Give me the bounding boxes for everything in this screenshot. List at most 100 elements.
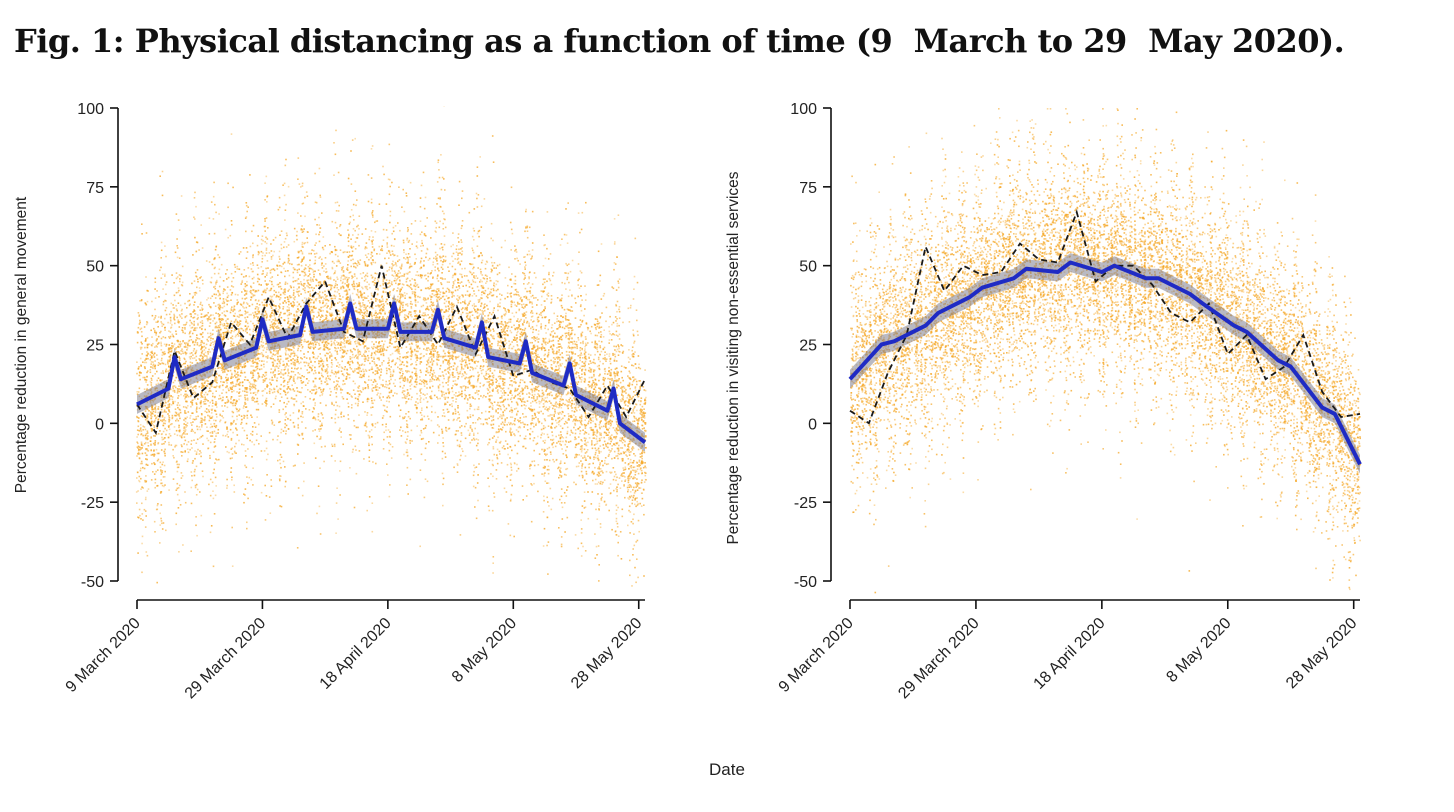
scatter-point — [161, 322, 163, 325]
scatter-point — [238, 367, 240, 370]
scatter-point — [338, 377, 340, 379]
scatter-point — [276, 385, 278, 388]
scatter-point — [245, 391, 248, 393]
scatter-point — [347, 240, 350, 243]
scatter-point — [191, 362, 194, 364]
scatter-point — [146, 448, 149, 450]
scatter-point — [227, 430, 229, 433]
scatter-point — [168, 394, 171, 396]
scatter-point — [303, 353, 305, 355]
scatter-point — [335, 392, 337, 394]
scatter-point — [275, 305, 277, 307]
scatter-point — [342, 380, 345, 382]
scatter-point — [255, 324, 257, 326]
scatter-point — [287, 428, 290, 430]
scatter-point — [301, 494, 304, 497]
scatter-point — [196, 438, 199, 441]
scatter-point — [285, 430, 287, 432]
scatter-point — [244, 285, 247, 288]
scatter-point — [322, 375, 324, 378]
scatter-point — [201, 346, 203, 348]
scatter-point — [175, 429, 178, 432]
scatter-point — [221, 306, 224, 309]
scatter-point — [193, 216, 195, 219]
scatter-point — [187, 340, 190, 343]
scatter-point — [309, 277, 312, 279]
scatter-point — [246, 327, 248, 329]
scatter-point — [168, 441, 170, 444]
scatter-point — [286, 310, 289, 313]
scatter-point — [154, 331, 156, 334]
scatter-point — [144, 359, 146, 362]
scatter-point — [261, 376, 264, 378]
scatter-point — [339, 338, 342, 340]
scatter-point — [156, 485, 158, 487]
scatter-point — [261, 301, 263, 304]
scatter-point — [334, 245, 336, 248]
scatter-point — [274, 374, 277, 376]
scatter-point — [298, 409, 300, 412]
scatter-point — [347, 284, 350, 287]
scatter-point — [270, 258, 273, 260]
scatter-point — [273, 374, 275, 376]
scatter-point — [195, 355, 198, 358]
scatter-point — [263, 366, 265, 368]
scatter-point — [341, 355, 343, 357]
scatter-point — [192, 317, 194, 319]
scatter-point — [178, 346, 181, 349]
scatter-point — [214, 368, 216, 370]
scatter-point — [309, 290, 311, 293]
scatter-point — [293, 227, 296, 230]
scatter-point — [146, 371, 148, 374]
scatter-point — [301, 375, 303, 377]
scatter-point — [268, 319, 271, 321]
scatter-point — [338, 233, 340, 235]
scatter-point — [206, 355, 208, 357]
scatter-point — [236, 323, 238, 326]
scatter-point — [277, 355, 279, 358]
scatter-point — [265, 249, 268, 251]
scatter-point — [263, 288, 266, 291]
scatter-point — [246, 476, 248, 478]
scatter-point — [214, 386, 217, 389]
scatter-point — [348, 393, 351, 395]
scatter-point — [178, 289, 180, 292]
scatter-point — [279, 475, 281, 477]
scatter-point — [246, 397, 249, 400]
scatter-point — [277, 305, 280, 307]
scatter-point — [348, 377, 351, 379]
scatter-point — [279, 453, 282, 456]
scatter-point — [322, 300, 324, 302]
scatter-point — [303, 278, 305, 281]
scatter-point — [343, 338, 345, 341]
scatter-point — [307, 303, 310, 306]
scatter-point — [233, 484, 235, 487]
scatter-point — [273, 322, 275, 325]
scatter-point — [233, 263, 236, 266]
scatter-point — [200, 351, 203, 354]
scatter-point — [191, 332, 194, 335]
scatter-point — [200, 405, 202, 408]
scatter-point — [220, 363, 223, 365]
scatter-point — [287, 391, 290, 393]
scatter-point — [340, 387, 342, 390]
scatter-point — [207, 414, 209, 417]
scatter-point — [342, 287, 345, 289]
scatter-point — [264, 218, 266, 220]
scatter-point — [326, 310, 328, 312]
scatter-point — [203, 349, 206, 351]
scatter-point — [300, 344, 303, 346]
scatter-point — [187, 451, 190, 454]
scatter-point — [324, 293, 326, 296]
scatter-point — [185, 426, 187, 428]
scatter-point — [213, 441, 216, 444]
scatter-point — [236, 303, 238, 306]
scatter-point — [344, 350, 347, 353]
scatter-point — [234, 271, 237, 273]
scatter-point — [183, 427, 185, 430]
scatter-point — [272, 254, 274, 257]
scatter-point — [301, 203, 304, 205]
scatter-point — [314, 404, 316, 407]
scatter-point — [157, 458, 160, 461]
scatter-point — [200, 426, 203, 428]
